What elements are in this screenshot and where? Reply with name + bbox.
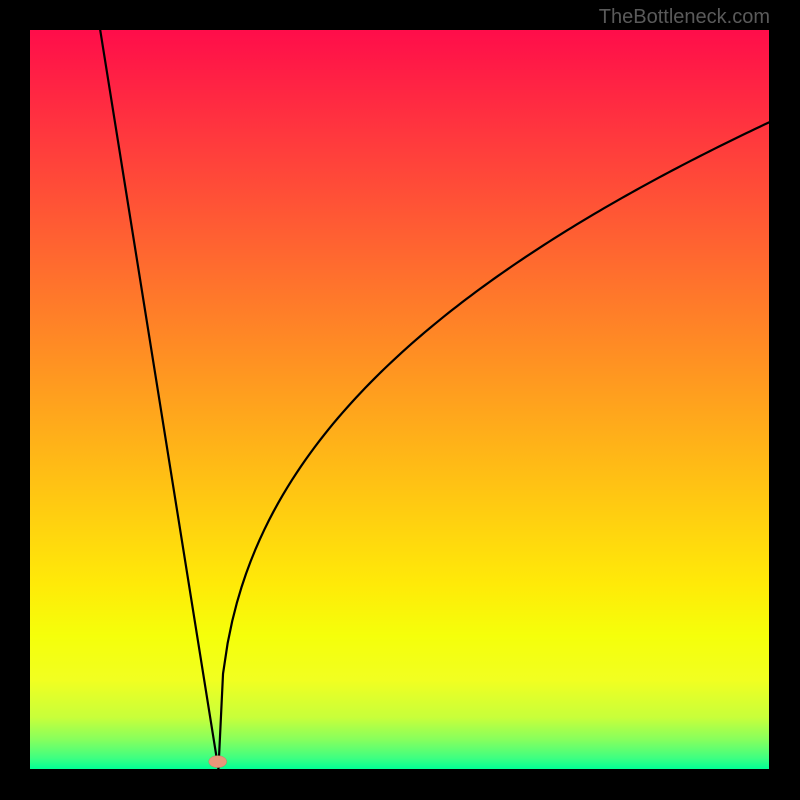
min-marker xyxy=(209,756,227,768)
bottleneck-curve xyxy=(100,30,769,769)
chart-container: TheBottleneck.com xyxy=(0,0,800,800)
curve-layer xyxy=(30,30,769,769)
watermark-text: TheBottleneck.com xyxy=(599,6,770,29)
plot-area xyxy=(30,30,769,769)
